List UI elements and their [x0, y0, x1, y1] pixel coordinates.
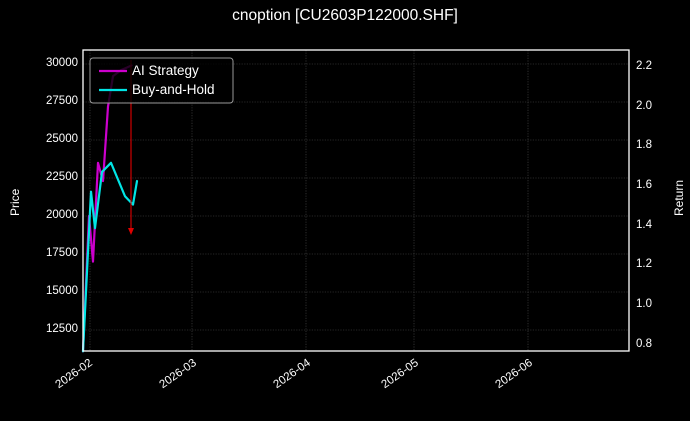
svg-text:Buy-and-Hold: Buy-and-Hold — [132, 82, 215, 97]
svg-text:AI Strategy: AI Strategy — [132, 63, 199, 78]
